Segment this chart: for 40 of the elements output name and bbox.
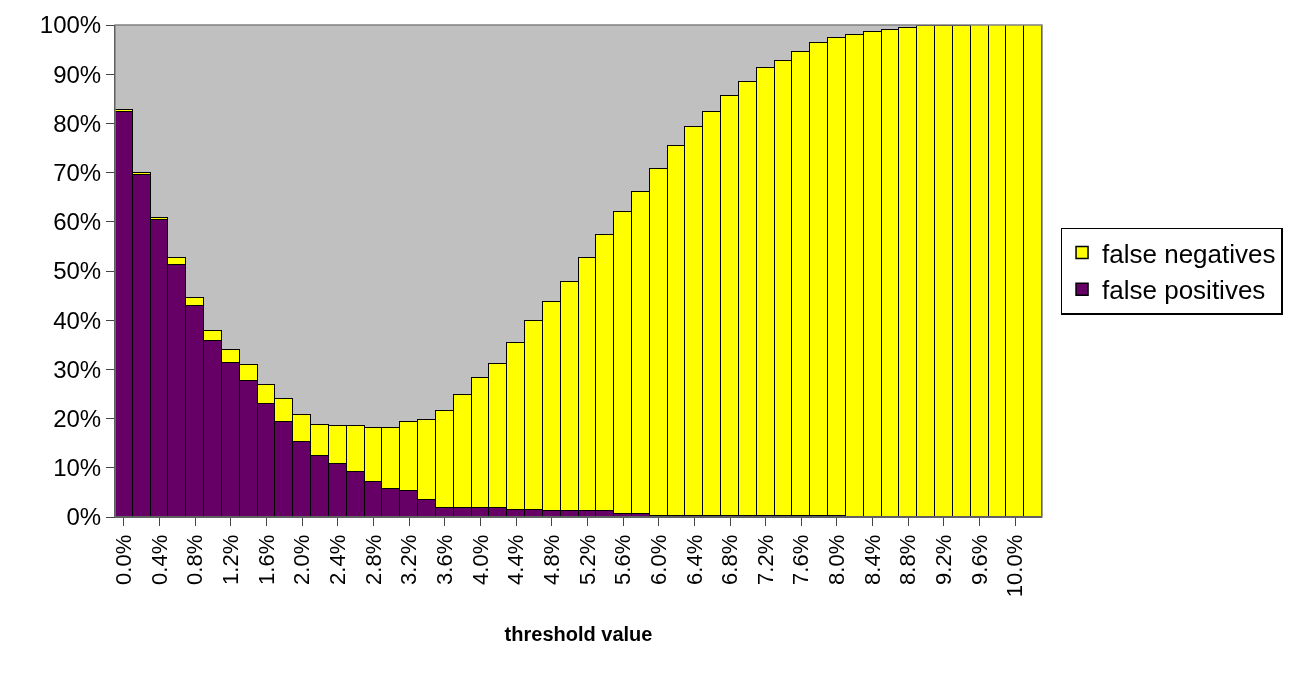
x-tick-label: 3.6%	[431, 534, 457, 585]
x-tick-label: 10.0%	[1002, 534, 1028, 598]
x-axis-title: threshold value	[504, 622, 653, 645]
x-tick-label: 4.8%	[538, 534, 564, 585]
x-tick-label: 8.8%	[895, 534, 921, 585]
y-tick-label: 30%	[53, 355, 102, 383]
x-tick-label: 5.6%	[610, 534, 636, 585]
x-tick-label: 1.6%	[253, 534, 279, 585]
x-tick-label: 0.0%	[111, 534, 137, 585]
y-tick-label: 0%	[66, 503, 102, 531]
x-tick-label: 1.2%	[218, 534, 244, 585]
x-tick-label: 6.4%	[681, 534, 707, 585]
y-tick-label: 40%	[53, 306, 102, 334]
y-tick-label: 90%	[53, 60, 102, 88]
x-tick-label: 2.0%	[289, 534, 315, 585]
y-tick-label: 100%	[39, 11, 102, 39]
x-tick-label: 0.4%	[146, 534, 172, 585]
y-tick-label: 60%	[53, 208, 102, 236]
x-tick-label: 6.0%	[645, 534, 671, 585]
x-tick-label: 3.2%	[396, 534, 422, 585]
y-tick-label: 50%	[53, 257, 102, 285]
legend-label: false positives	[1102, 275, 1266, 306]
x-tick-label: 2.8%	[360, 534, 386, 585]
x-tick-label: 4.0%	[467, 534, 493, 585]
x-tick-label: 5.2%	[574, 534, 600, 585]
legend-label: false negatives	[1102, 238, 1276, 269]
x-tick-label: 9.2%	[931, 534, 957, 585]
x-tick-label: 2.4%	[324, 534, 350, 585]
x-tick-label: 6.8%	[717, 534, 743, 585]
y-tick-label: 70%	[53, 159, 102, 186]
y-tick-label: 20%	[53, 405, 102, 432]
x-tick-label: 8.4%	[859, 534, 885, 585]
x-tick-label: 7.2%	[752, 534, 778, 585]
x-tick-label: 8.0%	[824, 534, 850, 585]
y-tick-label: 80%	[53, 109, 102, 137]
y-tick-label: 10%	[53, 454, 102, 482]
x-tick-label: 9.6%	[966, 534, 992, 585]
x-tick-label: 0.8%	[182, 534, 208, 585]
x-tick-label: 7.6%	[788, 534, 814, 585]
x-tick-label: 4.4%	[503, 534, 529, 585]
